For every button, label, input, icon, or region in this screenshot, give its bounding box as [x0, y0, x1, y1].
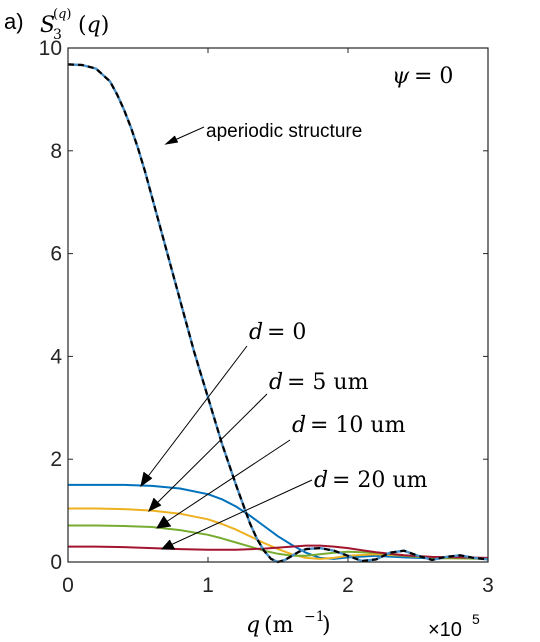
svg-text:5: 5	[472, 611, 480, 627]
d5-annotation: d = 5 um	[269, 370, 369, 395]
series-d0	[68, 483, 489, 560]
svg-text:): )	[322, 613, 331, 638]
psi-annotation: ψ = 0	[392, 64, 453, 89]
aperiodic-annotation: aperiodic structure	[206, 121, 362, 142]
svg-text:(m: (m	[264, 613, 294, 638]
arrow-d20	[163, 479, 313, 549]
svg-text:S: S	[40, 13, 55, 38]
arrow-d0	[142, 345, 248, 484]
svg-text:= 10 um: = 10 um	[310, 413, 406, 438]
annotation-arrows	[140, 126, 313, 550]
svg-text:d: d	[269, 370, 283, 395]
y-tick-label: 0	[50, 551, 62, 574]
svg-text:×10: ×10	[428, 619, 462, 641]
x-tick-label: 0	[62, 574, 74, 597]
arrowhead-d5	[148, 497, 162, 513]
y-tick-label: 4	[50, 345, 62, 368]
svg-text:q: q	[246, 613, 260, 638]
svg-text:d: d	[314, 468, 328, 493]
arrowhead-d10	[156, 515, 172, 529]
y-axis-label: S 3 (q) (q)	[40, 7, 109, 43]
svg-text:= 0: = 0	[414, 64, 453, 89]
y-tick-label: 8	[50, 140, 62, 163]
series-aperiodic	[67, 63, 489, 564]
axes-box	[67, 47, 489, 563]
svg-text:−1: −1	[304, 609, 325, 625]
series-d10	[68, 524, 489, 560]
arrowhead-aperiodic	[164, 135, 179, 145]
y-tick-label: 10	[39, 37, 62, 60]
svg-text:ψ: ψ	[392, 64, 410, 89]
arrowhead-d20	[160, 539, 175, 550]
tick-layer: 0 1 2 3 0 2 4 6 8 10	[39, 37, 494, 597]
arrowhead-d0	[140, 471, 153, 488]
svg-text:(q): (q)	[78, 13, 109, 38]
arrow-d5	[151, 393, 268, 509]
series-layer	[67, 63, 489, 564]
x-tick-label: 1	[202, 574, 214, 597]
svg-text:3: 3	[53, 27, 62, 43]
d0-annotation: d = 0	[249, 320, 306, 345]
svg-text:= 5 um: = 5 um	[287, 370, 369, 395]
svg-text:d: d	[249, 320, 263, 345]
svg-text:(q): (q)	[53, 7, 71, 22]
x-exponent: ×10 5	[428, 611, 480, 641]
d20-annotation: d = 20 um	[314, 468, 428, 493]
svg-text:= 0: = 0	[267, 320, 306, 345]
x-axis-label: q (m −1 )	[246, 609, 331, 638]
panel-label: a)	[4, 9, 24, 34]
arrow-d10	[159, 439, 291, 527]
x-tick-label: 2	[342, 574, 354, 597]
d10-annotation: d = 10 um	[292, 413, 406, 438]
series-d5	[68, 507, 489, 560]
plot-area: 0 1 2 3 0 2 4 6 8 10	[39, 37, 494, 597]
svg-text:= 20 um: = 20 um	[332, 468, 428, 493]
x-tick-label: 3	[482, 574, 494, 597]
svg-text:d: d	[292, 413, 306, 438]
y-tick-label: 2	[50, 448, 62, 471]
series-d20	[68, 544, 489, 559]
y-tick-label: 6	[50, 243, 62, 266]
